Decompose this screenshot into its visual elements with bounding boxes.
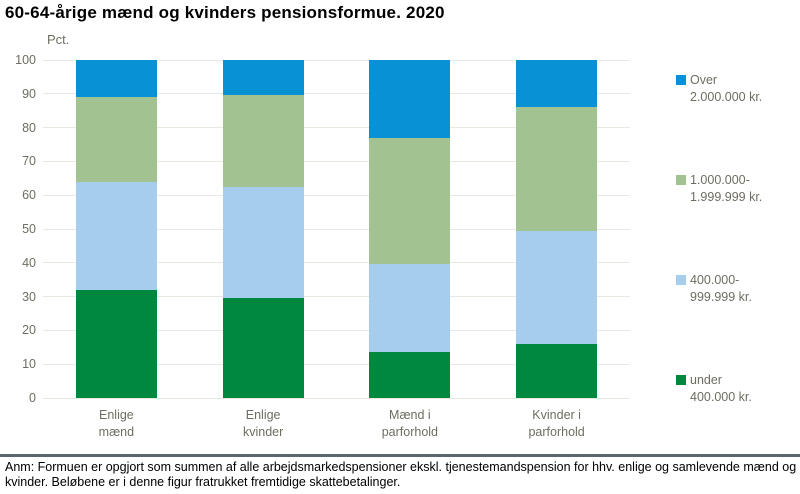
y-axis-unit-label: Pct. — [47, 32, 70, 47]
legend-swatch — [676, 175, 686, 185]
bar-segment — [369, 60, 451, 138]
legend-label: 400.000- 999.999 kr. — [690, 273, 752, 304]
gridline — [43, 296, 630, 298]
category-label: Mænd i parforhold — [381, 408, 439, 439]
bar-segment — [516, 107, 598, 231]
gridline — [43, 160, 630, 162]
legend-item: Over 2.000.000 kr. — [676, 72, 800, 108]
y-tick-label: 60 — [22, 188, 36, 203]
bar-segment — [75, 181, 157, 290]
divider-rule — [0, 454, 800, 457]
bar-segment — [222, 95, 304, 187]
legend-item: 1.000.000- 1.999.999 kr. — [676, 172, 800, 208]
legend-swatch — [676, 275, 686, 285]
legend-swatch — [676, 75, 686, 85]
legend-label: under 400.000 kr. — [690, 373, 752, 404]
bar-segment — [222, 60, 304, 96]
plot-area: 0 10 20 30 40 50 60 70 80 90 100 Enlige mænd Enlige … — [15, 53, 630, 439]
bar-segment — [516, 230, 598, 344]
gridline — [43, 59, 630, 61]
y-tick-label: 40 — [22, 255, 36, 270]
bar-segment — [516, 343, 598, 398]
bar-segment — [369, 352, 451, 398]
bar-segment — [222, 298, 304, 398]
bar-segment — [75, 60, 157, 98]
bar-segment — [222, 186, 304, 299]
y-tick-label: 30 — [22, 289, 36, 304]
footnote: Anm: Formuen er opgjort som summen af al… — [5, 460, 797, 489]
y-tick-label: 70 — [22, 154, 36, 169]
bar-segment — [369, 137, 451, 265]
y-tick-label: 20 — [22, 323, 36, 338]
y-tick-label: 80 — [22, 120, 36, 135]
category-label: Enlige kvinder — [242, 408, 284, 439]
y-tick-label: 100 — [15, 53, 36, 67]
bar-segment — [516, 60, 598, 108]
legend-label: 1.000.000- 1.999.999 kr. — [690, 173, 763, 204]
gridline — [43, 262, 630, 264]
legend-label: Over 2.000.000 kr. — [690, 73, 763, 104]
bar-segment — [75, 97, 157, 182]
y-tick-label: 50 — [22, 222, 36, 236]
chart-title: 60-64-årige mænd og kvinders pensionsfor… — [5, 3, 445, 22]
bar-segment — [75, 289, 157, 398]
category-label: Enlige mænd — [98, 408, 135, 439]
legend-item: 400.000- 999.999 kr. — [676, 272, 800, 308]
gridline — [43, 397, 630, 399]
y-tick-label: 10 — [22, 357, 36, 372]
category-label: Kvinder i parforhold — [528, 408, 585, 439]
gridline — [43, 194, 630, 196]
gridline — [43, 228, 630, 230]
legend-item: under 400.000 kr. — [676, 372, 800, 408]
y-tick-label: 0 — [29, 391, 36, 405]
legend-swatch — [676, 375, 686, 385]
gridline — [43, 329, 630, 331]
legend: Over 2.000.000 kr. 1.000.000- 1.999.999 k… — [676, 72, 800, 408]
bar-segment — [369, 264, 451, 353]
gridline — [43, 127, 630, 129]
gridline — [43, 93, 630, 95]
y-tick-label: 90 — [22, 86, 36, 101]
gridline — [43, 363, 630, 365]
